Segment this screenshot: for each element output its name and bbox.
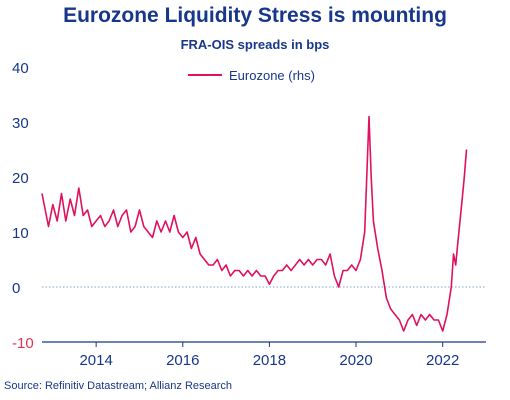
y-tick-label: -10 [12, 335, 34, 352]
y-tick-label: 40 [12, 60, 29, 77]
x-tick-label: 2022 [426, 352, 459, 369]
x-tick-label: 2014 [79, 352, 112, 369]
x-tick-label: 2018 [253, 352, 286, 369]
chart-subtitle: FRA-OIS spreads in bps [180, 37, 330, 52]
source-note: Source: Refinitiv Datastream; Allianz Re… [4, 380, 233, 392]
y-tick-label: 30 [12, 115, 29, 132]
y-tick-label: 10 [12, 225, 29, 242]
y-tick-label: 20 [12, 170, 29, 187]
x-tick-label: 2020 [339, 352, 372, 369]
legend-label-eurozone: Eurozone (rhs) [229, 68, 315, 83]
y-tick-label: 0 [12, 280, 20, 297]
legend: Eurozone (rhs) [188, 68, 315, 83]
x-tick-label: 2016 [166, 352, 199, 369]
series-line-eurozone [41, 115, 468, 332]
chart-title: Eurozone Liquidity Stress is mounting [63, 4, 447, 27]
